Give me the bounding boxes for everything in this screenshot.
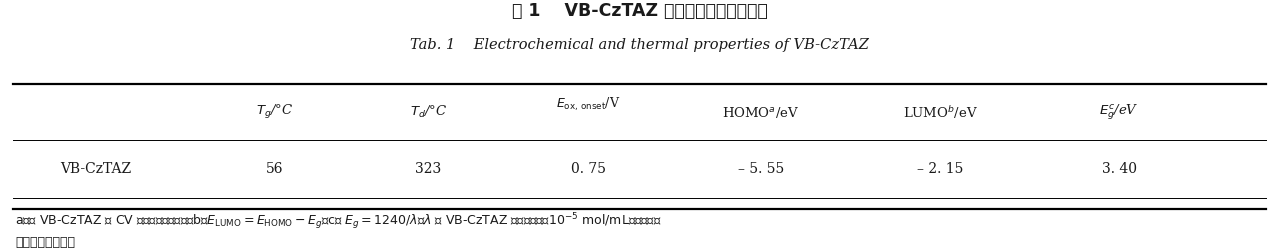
Text: a；从 VB-CzTAZ 的 CV 氧化电位计算得到；b；$E_{\mathrm{LUMO}}=E_{\mathrm{HOMO}}-E_g$；c； $E_g=1: a；从 VB-CzTAZ 的 CV 氧化电位计算得到；b；$E_{\mathrm… xyxy=(15,211,663,232)
Text: $T_d$/°C: $T_d$/°C xyxy=(409,104,448,120)
Text: Tab. 1    Electrochemical and thermal properties of VB-CzTAZ: Tab. 1 Electrochemical and thermal prope… xyxy=(411,38,868,52)
Text: $E_g^c$/eV: $E_g^c$/eV xyxy=(1099,103,1140,122)
Text: 表 1    VB-CzTAZ 的热稳定性和电化学性: 表 1 VB-CzTAZ 的热稳定性和电化学性 xyxy=(512,2,767,20)
Text: $T_g$/°C: $T_g$/°C xyxy=(256,103,294,121)
Text: 323: 323 xyxy=(416,162,441,176)
Text: LUMO$^b$/eV: LUMO$^b$/eV xyxy=(903,104,977,121)
Text: 0. 75: 0. 75 xyxy=(570,162,606,176)
Text: – 5. 55: – 5. 55 xyxy=(738,162,784,176)
Text: VB-CzTAZ: VB-CzTAZ xyxy=(60,162,132,176)
Text: 3. 40: 3. 40 xyxy=(1101,162,1137,176)
Text: HOMO$^a$/eV: HOMO$^a$/eV xyxy=(723,105,799,120)
Text: 56: 56 xyxy=(266,162,284,176)
Text: – 2. 15: – 2. 15 xyxy=(917,162,963,176)
Text: 外吸收光谱得到。: 外吸收光谱得到。 xyxy=(15,236,75,249)
Text: $E_{\mathrm{ox,\,onset}}$/V: $E_{\mathrm{ox,\,onset}}$/V xyxy=(556,96,620,113)
